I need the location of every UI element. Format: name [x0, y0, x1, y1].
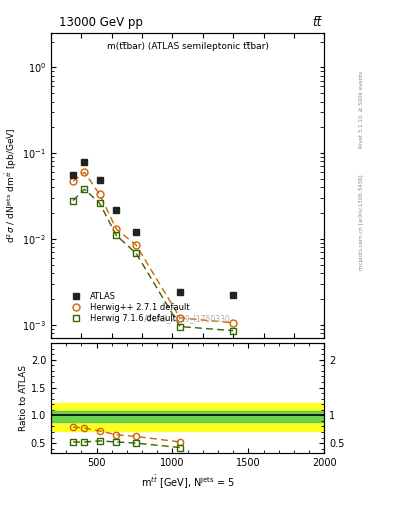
Text: tt̅: tt̅ [312, 16, 321, 29]
Herwig++ 2.7.1 default [71, 178, 75, 184]
ATLAS [178, 289, 182, 295]
Legend: ATLAS, Herwig++ 2.7.1 default, Herwig 7.1.6 default: ATLAS, Herwig++ 2.7.1 default, Herwig 7.… [63, 290, 191, 325]
Y-axis label: Ratio to ATLAS: Ratio to ATLAS [19, 365, 28, 431]
Herwig 7.1.6 default [71, 198, 75, 204]
Herwig 7.1.6 default [114, 232, 119, 239]
ATLAS [71, 173, 75, 179]
Herwig++ 2.7.1 default [178, 315, 182, 321]
ATLAS [114, 206, 119, 212]
Text: ATLAS_2019_I1750330: ATLAS_2019_I1750330 [144, 314, 231, 323]
Herwig 7.1.6 default [134, 250, 138, 257]
ATLAS [231, 292, 235, 298]
Herwig 7.1.6 default [82, 186, 87, 192]
Text: mcplots.cern.ch [arXiv:1306.3436]: mcplots.cern.ch [arXiv:1306.3436] [359, 175, 364, 270]
Text: m(tt̅bar) (ATLAS semileptonic tt̅bar): m(tt̅bar) (ATLAS semileptonic tt̅bar) [107, 42, 268, 51]
Bar [51, 411, 324, 422]
Text: 13000 GeV pp: 13000 GeV pp [59, 16, 143, 29]
ATLAS [134, 229, 138, 235]
Herwig++ 2.7.1 default [231, 320, 235, 326]
Herwig++ 2.7.1 default [134, 242, 138, 248]
Line: Herwig++ 2.7.1 default: Herwig++ 2.7.1 default [70, 168, 237, 326]
Text: Rivet 3.1.10, ≥ 500k events: Rivet 3.1.10, ≥ 500k events [359, 71, 364, 148]
ATLAS [97, 177, 102, 183]
Herwig++ 2.7.1 default [97, 191, 102, 198]
Line: ATLAS: ATLAS [70, 159, 236, 298]
Bar [51, 403, 324, 431]
ATLAS [82, 159, 87, 165]
X-axis label: m$^{t\bar{t}}$ [GeV], N$^{\rm jets}$ = 5: m$^{t\bar{t}}$ [GeV], N$^{\rm jets}$ = 5 [141, 474, 235, 490]
Herwig 7.1.6 default [231, 328, 235, 334]
Herwig++ 2.7.1 default [82, 169, 87, 175]
Herwig 7.1.6 default [178, 324, 182, 330]
Line: Herwig 7.1.6 default: Herwig 7.1.6 default [70, 186, 236, 333]
Herwig 7.1.6 default [97, 200, 102, 206]
Y-axis label: d$^2\sigma$ / dN$^{\rm jets}$ dm$^{t\bar{t}}$ [pb/GeV]: d$^2\sigma$ / dN$^{\rm jets}$ dm$^{t\bar… [4, 128, 20, 243]
Herwig++ 2.7.1 default [114, 226, 119, 232]
